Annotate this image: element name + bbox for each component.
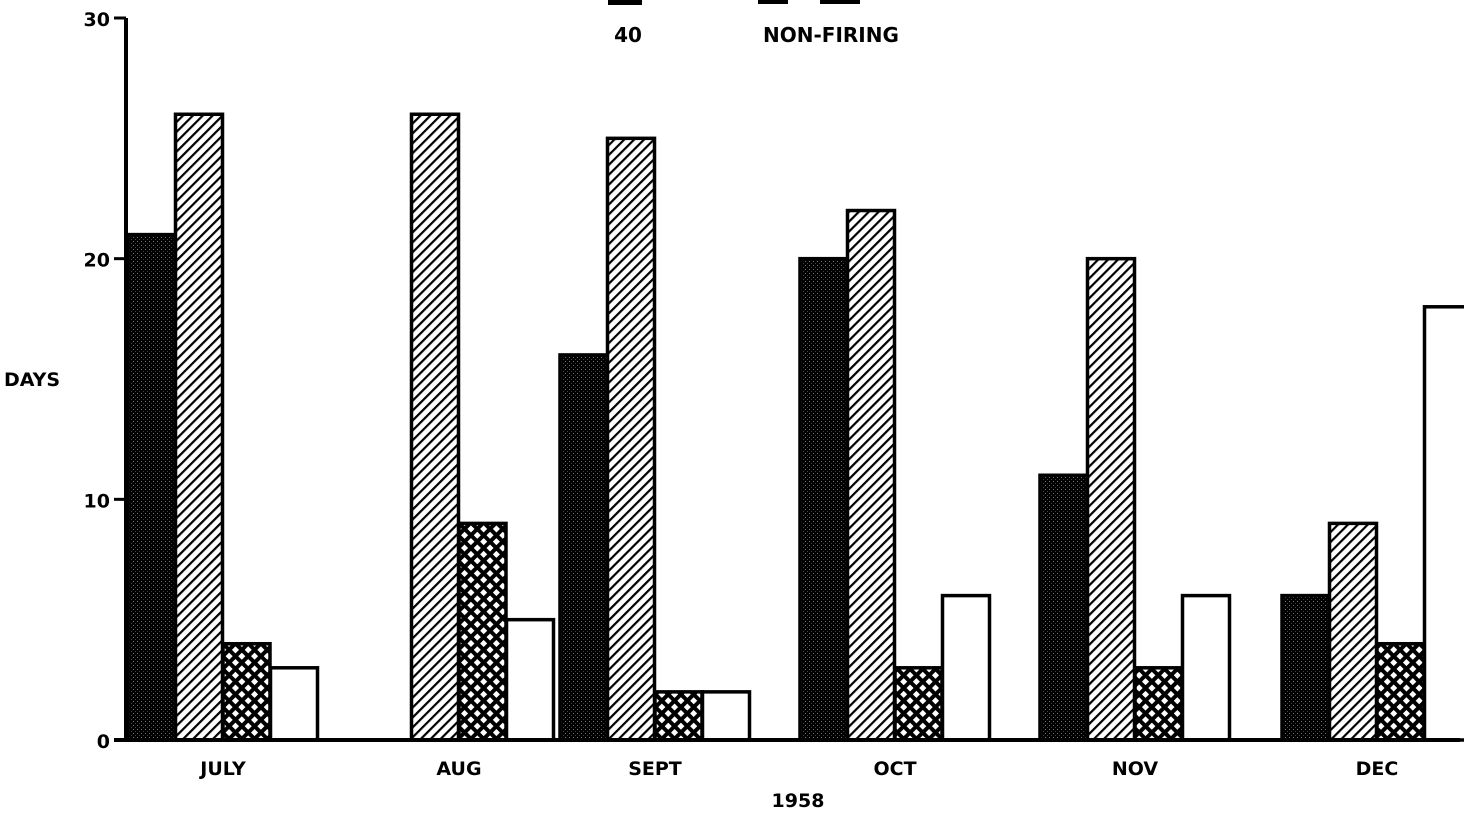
- bar-oct-series-3: [893, 666, 944, 742]
- bar-nov-series-1: [1038, 473, 1089, 742]
- bar-oct-series-4: [940, 593, 992, 742]
- bar-july-series-2: [173, 112, 225, 742]
- bar-aug-series-3: [457, 521, 508, 742]
- bar-dec-series-3: [1375, 641, 1426, 742]
- y-tick-label: 10: [84, 490, 110, 512]
- y-tick-label: 20: [84, 250, 110, 272]
- bar-july-series-4: [268, 666, 320, 742]
- axes: JULY AUG SEPT OCT NOV DEC 0 10 20 30: [84, 9, 1460, 780]
- x-tick-label: OCT: [873, 758, 916, 780]
- x-tick-label: AUG: [436, 758, 481, 780]
- x-axis-label: 1958: [772, 790, 825, 812]
- legend-fragment: 40 NON-FIRING: [608, 0, 899, 47]
- y-tick-label: 30: [84, 9, 110, 31]
- bar-sept-series-4: [700, 690, 752, 742]
- x-tick-label: DEC: [1356, 758, 1399, 780]
- bar-dec-series-4: [1422, 305, 1464, 742]
- x-tick-label: JULY: [198, 758, 246, 780]
- bar-sept-series-2: [605, 136, 657, 742]
- bar-july-series-3: [221, 641, 272, 742]
- bar-nov-series-4: [1180, 593, 1232, 742]
- bar-sept-series-1: [558, 353, 609, 742]
- bar-aug-series-4: [504, 617, 556, 742]
- bars: [126, 112, 1464, 742]
- x-tick-label: SEPT: [628, 758, 682, 780]
- y-axis-label: DAYS: [4, 369, 60, 391]
- bar-oct-series-1: [798, 256, 849, 742]
- legend-label: NON-FIRING: [763, 23, 899, 47]
- bar-sept-series-3: [653, 690, 704, 742]
- bar-nov-series-2: [1085, 256, 1137, 742]
- bar-oct-series-2: [845, 208, 897, 742]
- legend-code: 40: [614, 23, 642, 47]
- y-tick-label: 0: [97, 731, 110, 753]
- x-tick-label: NOV: [1112, 758, 1159, 780]
- bar-nov-series-3: [1133, 666, 1184, 742]
- bar-dec-series-2: [1327, 521, 1379, 742]
- bar-dec-series-1: [1280, 593, 1331, 742]
- bar-aug-series-2: [409, 112, 461, 742]
- bar-july-series-1: [126, 232, 177, 742]
